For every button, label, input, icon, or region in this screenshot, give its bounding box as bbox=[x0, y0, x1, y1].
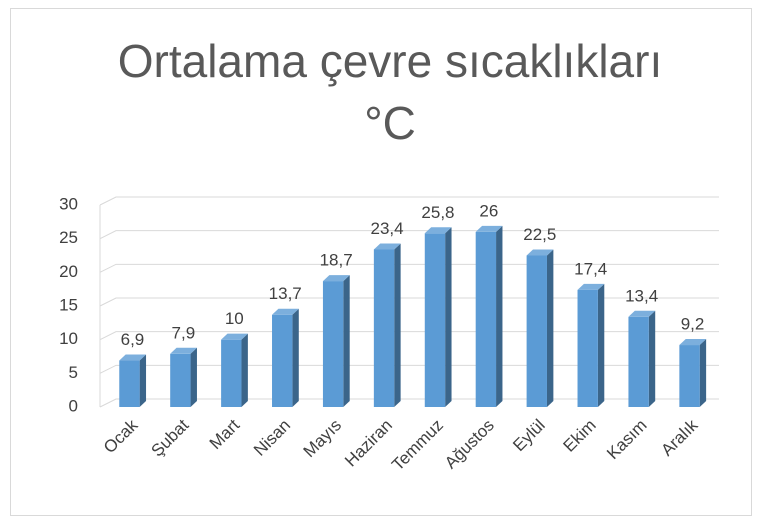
bar-side bbox=[343, 275, 350, 407]
x-tick-label: Mart bbox=[206, 415, 244, 453]
data-label: 17,4 bbox=[574, 259, 607, 278]
chart-title: Ortalama çevre sıcaklıkları °C bbox=[117, 35, 663, 149]
grid-line bbox=[99, 196, 719, 206]
bar bbox=[119, 360, 140, 407]
bar-side bbox=[190, 347, 197, 407]
bar-top bbox=[221, 333, 248, 340]
bar bbox=[170, 353, 191, 407]
y-tick-label: 30 bbox=[59, 194, 78, 213]
bar bbox=[221, 339, 242, 407]
bar-top bbox=[322, 275, 350, 282]
grid-line bbox=[99, 398, 719, 408]
data-label: 7,9 bbox=[172, 323, 196, 342]
bar bbox=[526, 255, 547, 407]
x-tick-label: Haziran bbox=[341, 416, 396, 471]
x-tick-label: Eylül bbox=[509, 416, 548, 455]
bar-top bbox=[679, 339, 707, 346]
bar-side bbox=[139, 354, 147, 407]
data-label: 13,4 bbox=[625, 286, 658, 305]
data-label: 22,5 bbox=[523, 225, 556, 244]
data-label: 9,2 bbox=[681, 315, 705, 334]
y-tick-label: 5 bbox=[69, 363, 78, 382]
bar-top bbox=[475, 225, 503, 232]
grid-line bbox=[99, 364, 719, 374]
y-tick-label: 25 bbox=[59, 228, 78, 247]
bar-side bbox=[597, 283, 605, 407]
bar-side bbox=[699, 339, 707, 407]
x-tick-label: Ocak bbox=[100, 415, 142, 457]
bar bbox=[373, 249, 395, 407]
bar bbox=[577, 289, 598, 407]
grid-line bbox=[99, 331, 719, 341]
x-tick-label: Ekim bbox=[560, 416, 600, 456]
data-label: 23,4 bbox=[370, 219, 403, 238]
bar bbox=[475, 231, 497, 407]
x-tick-label: Kasım bbox=[603, 416, 651, 464]
bar-top bbox=[170, 347, 197, 354]
bar-side bbox=[394, 243, 401, 407]
x-tick-label: Temmuz bbox=[388, 416, 447, 475]
x-tick-label: Nisan bbox=[250, 416, 294, 460]
grid-line bbox=[99, 297, 719, 307]
x-tick-label: Aralık bbox=[657, 415, 702, 460]
x-tick-label: Ağustos bbox=[441, 416, 498, 473]
grid-line bbox=[99, 263, 719, 273]
bar-side bbox=[496, 225, 503, 407]
data-label: 6,9 bbox=[121, 330, 145, 349]
bar-top bbox=[424, 227, 452, 234]
bar-top bbox=[577, 283, 605, 290]
data-label: 13,7 bbox=[269, 284, 302, 303]
grid-line bbox=[99, 230, 719, 240]
bar bbox=[272, 314, 293, 407]
bar-side bbox=[445, 227, 452, 407]
data-label: 10 bbox=[225, 309, 244, 328]
x-tick-label: Şubat bbox=[148, 415, 193, 460]
y-tick-label: 0 bbox=[69, 396, 78, 415]
data-label: 25,8 bbox=[421, 203, 454, 222]
bar bbox=[628, 316, 649, 407]
bar-side bbox=[648, 310, 656, 407]
bar bbox=[424, 233, 446, 407]
data-label: 18,7 bbox=[320, 251, 353, 270]
data-label: 26 bbox=[479, 201, 498, 220]
bar-side bbox=[292, 308, 299, 407]
bar-side bbox=[241, 333, 248, 407]
bar bbox=[679, 345, 700, 407]
bar-top bbox=[628, 310, 656, 317]
chart-border bbox=[10, 8, 752, 516]
bar-top bbox=[373, 243, 401, 250]
bar-top bbox=[119, 354, 147, 361]
x-tick-label: Mayıs bbox=[300, 416, 345, 461]
bar-side bbox=[546, 249, 554, 407]
y-tick-label: 15 bbox=[59, 295, 78, 314]
bar bbox=[322, 281, 344, 407]
y-tick-label: 10 bbox=[59, 329, 78, 348]
y-tick-label: 20 bbox=[59, 262, 78, 281]
bar-top bbox=[272, 308, 299, 315]
bar-top bbox=[526, 249, 554, 256]
